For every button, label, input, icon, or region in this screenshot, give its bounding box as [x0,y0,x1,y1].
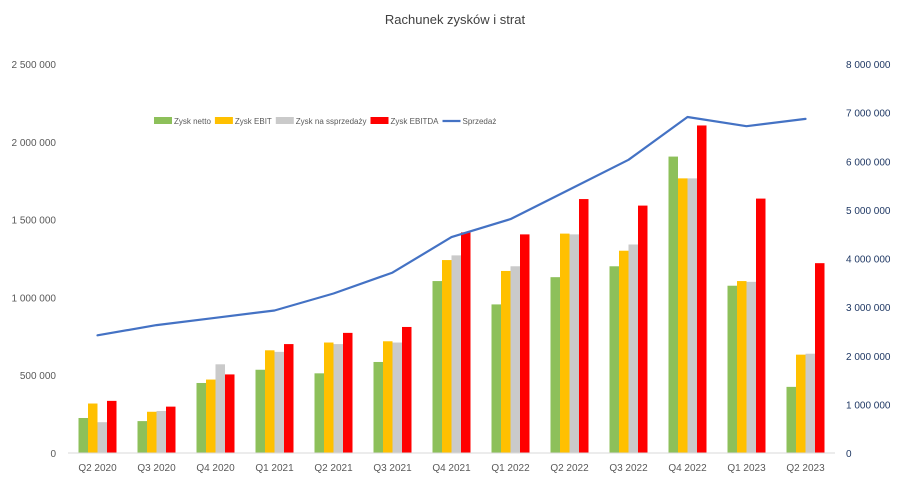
line-layer [96,115,807,337]
bar-zysk-na-ssprzeda-y [687,178,697,453]
y-right-tick-label: 0 [846,449,852,460]
bar-zysk-na-ssprzeda-y [215,364,225,453]
x-tick-label: Q2 2023 [786,463,825,474]
bar-zysk-na-ssprzeda-y [805,353,815,453]
bar-zysk-ebitda [402,326,412,453]
bar-zysk-ebitda [520,234,530,453]
y-left-tick-label: 2 000 000 [12,138,57,149]
bar-zysk-ebitda [756,198,766,453]
legend-label-zysk-ebitda: Zysk EBITDA [391,117,440,126]
bar-zysk-na-ssprzeda-y [392,342,402,453]
legend-swatch-zysk-na-ssprzeda-y [275,117,294,124]
bar-zysk-ebit [619,250,629,453]
bar-zysk-netto [550,277,560,453]
bar-zysk-netto [609,266,619,453]
bar-zysk-netto [78,417,88,453]
bar-zysk-netto [137,421,147,453]
bar-zysk-netto [786,386,796,453]
y-left-tick-label: 1 500 000 [12,216,57,227]
bars-layer [78,125,825,453]
bar-zysk-ebit [560,233,570,453]
bar-zysk-ebit [442,260,452,453]
legend-swatch-zysk-ebit [214,117,233,124]
y-right-tick-label: 4 000 000 [846,255,891,266]
legend: Zysk netto Zysk EBIT Zysk na ssprzedaży Zys… [154,117,496,126]
bar-zysk-ebitda [638,205,648,453]
bar-zysk-netto [196,382,206,453]
bar-zysk-ebit [265,350,275,453]
x-tick-label: Q2 2020 [78,463,117,474]
chart-title: Rachunek zysków i strat [385,12,526,27]
y-right-tick-label: 6 000 000 [846,157,891,168]
bar-zysk-na-ssprzeda-y [97,422,107,453]
x-tick-label: Q4 2021 [432,463,471,474]
x-tick-label: Q4 2020 [196,463,235,474]
y-right-tick-label: 8 000 000 [846,60,891,71]
bar-zysk-ebit [324,342,334,453]
bar-zysk-ebit [737,281,747,453]
x-tick-label: Q3 2021 [373,463,412,474]
axis-layer: 0 500 000 1 000 000 1 500 000 2 000 000 2 500… [12,60,891,474]
y-right-tick-label: 5 000 000 [846,206,891,217]
bar-zysk-ebitda [815,263,825,453]
y-left-tick-label: 1 000 000 [12,293,57,304]
legend-label-zysk-netto: Zysk netto [174,117,211,126]
bar-zysk-ebit [796,354,806,453]
bar-zysk-ebit [501,270,511,453]
bar-zysk-ebitda [225,374,235,453]
legend-label-sprzeda: Sprzedaż [463,117,497,126]
bar-zysk-netto [314,373,324,453]
bar-zysk-ebit [678,178,688,453]
bar-zysk-ebitda [284,344,294,453]
bar-zysk-na-ssprzeda-y [156,410,166,453]
x-tick-label: Q3 2022 [609,463,648,474]
line-sprzeda [96,115,807,337]
bar-zysk-na-ssprzeda-y [333,344,343,453]
bar-zysk-ebit [88,403,98,453]
bar-zysk-ebitda [697,125,707,453]
legend-swatch-zysk-ebitda [370,117,389,124]
x-tick-label: Q2 2022 [550,463,589,474]
bar-zysk-netto [373,361,383,453]
bar-zysk-na-ssprzeda-y [274,351,284,453]
bar-zysk-na-ssprzeda-y [569,234,579,453]
bar-zysk-netto [491,304,501,453]
y-left-tick-label: 500 000 [20,371,57,382]
bar-zysk-ebitda [107,400,117,453]
bar-zysk-ebit [206,379,216,453]
x-tick-label: Q1 2022 [491,463,530,474]
y-right-tick-label: 3 000 000 [846,303,891,314]
bar-zysk-na-ssprzeda-y [451,255,461,453]
x-tick-label: Q4 2022 [668,463,707,474]
bar-zysk-ebitda [343,332,353,453]
bar-zysk-ebit [147,411,157,453]
x-tick-label: Q2 2021 [314,463,353,474]
bar-zysk-netto [668,156,678,453]
y-left-tick-label: 2 500 000 [12,60,57,71]
legend-label-zysk-na-ssprzeda-y: Zysk na ssprzedaży [296,117,367,126]
y-right-tick-label: 1 000 000 [846,400,891,411]
y-right-tick-label: 2 000 000 [846,352,891,363]
legend-label-zysk-ebit: Zysk EBIT [235,117,272,126]
bar-zysk-ebitda [166,406,176,453]
bar-zysk-na-ssprzeda-y [746,281,756,453]
bar-zysk-netto [727,285,737,453]
bar-zysk-netto [255,369,265,453]
x-tick-label: Q3 2020 [137,463,176,474]
y-left-tick-label: 0 [50,449,56,460]
x-tick-label: Q1 2023 [727,463,766,474]
bar-zysk-netto [432,281,442,453]
bar-zysk-ebitda [461,232,471,453]
legend-swatch-zysk-netto [154,117,172,124]
bar-zysk-na-ssprzeda-y [628,244,638,453]
bar-zysk-na-ssprzeda-y [510,266,520,453]
x-tick-label: Q1 2021 [255,463,294,474]
bar-zysk-ebitda [579,199,589,453]
bar-zysk-ebit [383,341,393,453]
y-right-tick-label: 7 000 000 [846,109,891,120]
